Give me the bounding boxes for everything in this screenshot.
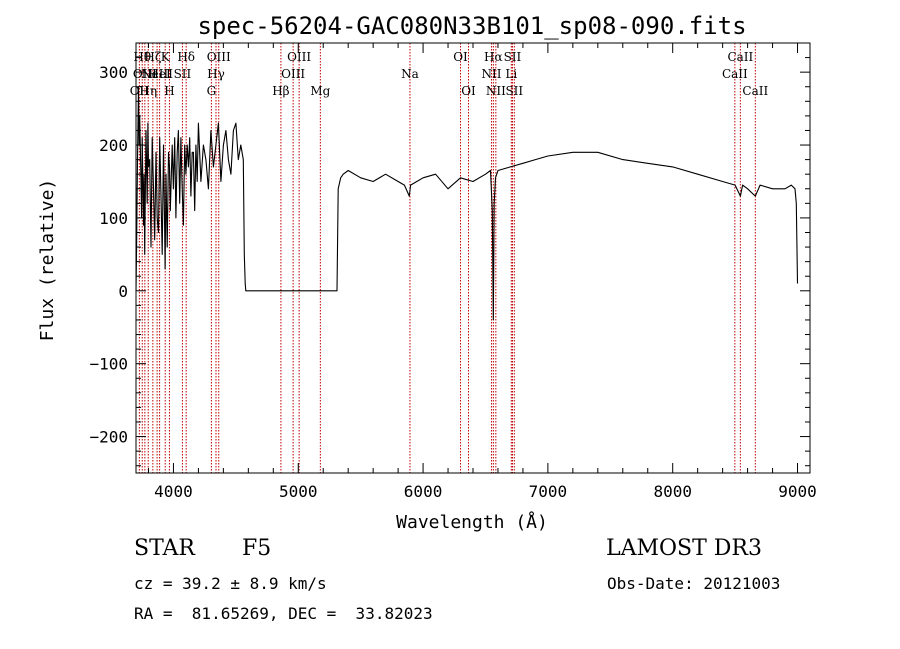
line-label: Mg [310, 84, 330, 98]
plot-frame [135, 42, 811, 474]
x-tick-label: 7000 [529, 482, 568, 501]
line-label: SII [174, 67, 192, 81]
x-axis-label: Wavelength (Å) [396, 511, 548, 533]
line-markers [138, 43, 756, 473]
survey-name: LAMOST DR3 [606, 536, 762, 561]
obs-date: Obs-Date: 20121003 [607, 574, 781, 593]
y-tick-label: 0 [118, 282, 128, 301]
line-label: OI [461, 84, 476, 98]
line-label: OI [453, 50, 468, 64]
line-label: Hδ [177, 50, 195, 64]
x-tick-label: 5000 [279, 482, 318, 501]
object-subclass: F5 [242, 536, 272, 561]
y-tick-label: 200 [99, 136, 128, 155]
line-label: Hζ [144, 50, 161, 64]
line-label: H [164, 84, 174, 98]
line-label: OIII [207, 50, 231, 64]
object-class: STAR [134, 536, 195, 561]
y-tick-label: −200 [89, 428, 128, 447]
line-label: NII [486, 84, 506, 98]
redshift-cz: cz = 39.2 ± 8.9 km/s [134, 574, 327, 593]
chart-title: spec-56204-GAC080N33B101_sp08-090.fits [197, 12, 746, 40]
y-tick-label: 100 [99, 209, 128, 228]
x-tick-label: 6000 [404, 482, 443, 501]
spectrum-series [135, 86, 799, 321]
ticks: 4000 5000 6000 7000 8000 9000 −200 −100 0 100 200 3… [89, 42, 817, 501]
line-label: OIII [281, 67, 305, 81]
x-tick-label: 4000 [154, 482, 193, 501]
line-label: OIII [287, 50, 311, 64]
line-label: CaII [722, 67, 748, 81]
line-label: SII [504, 50, 522, 64]
x-tick-label: 9000 [778, 482, 817, 501]
y-axis-label: Flux (relative) [37, 179, 58, 342]
line-label: NII [481, 67, 501, 81]
line-label: HeI [148, 67, 171, 81]
line-label: Hα [484, 50, 503, 64]
x-tick-label: 8000 [653, 482, 692, 501]
line-label: G [207, 84, 217, 98]
line-labels: OIIHθOIIIHηHζNeIIIHeIKHSIIHδGHγOIIIHβOII… [130, 50, 769, 98]
line-label: Hη [139, 84, 157, 98]
line-label: K [161, 50, 171, 64]
line-label: NeIII [141, 67, 173, 81]
y-tick-label: 300 [99, 63, 128, 82]
line-label: Hθ [133, 50, 151, 64]
spectrum-line [135, 86, 799, 321]
coordinates: RA = 81.65269, DEC = 33.82023 [134, 604, 433, 623]
line-label: SII [505, 84, 523, 98]
line-label: OII [130, 84, 150, 98]
line-label: Hβ [272, 84, 289, 98]
y-tick-label: −100 [89, 355, 128, 374]
line-label: Li [505, 67, 517, 81]
line-label: OIII [133, 67, 157, 81]
line-label: CaII [742, 84, 768, 98]
line-label: Na [401, 67, 419, 81]
line-label: Hγ [207, 67, 225, 81]
line-label: CaII [727, 50, 753, 64]
axes [135, 42, 811, 474]
